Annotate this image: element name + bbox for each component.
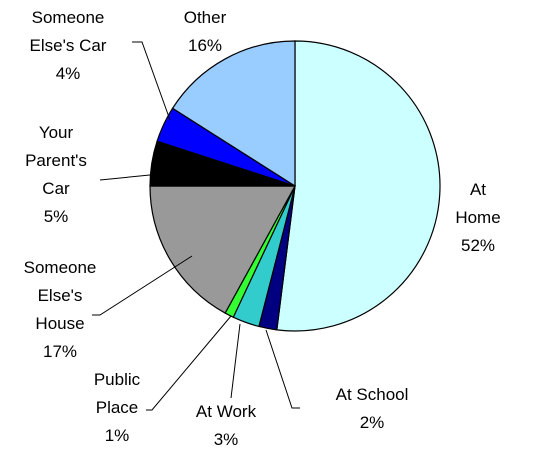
value-label: 4%: [55, 64, 81, 83]
slice-label: Someone Else's Car 4%: [30, 4, 107, 88]
category-label: At Home: [455, 180, 501, 227]
leader-line: [230, 323, 241, 399]
category-label: Someone Else's Car: [29, 8, 107, 55]
value-label: 52%: [460, 236, 496, 255]
value-label: 1%: [104, 426, 130, 445]
leader-line: [99, 173, 161, 181]
slice-label: Other 16%: [184, 4, 227, 60]
value-label: 16%: [187, 36, 223, 55]
value-label: 17%: [42, 342, 78, 361]
slice-label: At School 2%: [336, 381, 409, 437]
pie-slice: [171, 40, 296, 188]
value-label: 3%: [213, 430, 239, 449]
leader-line: [132, 41, 171, 121]
pie-slice: [149, 185, 297, 314]
leader-line: [265, 329, 300, 409]
slice-label: Your Parent's Car 5%: [25, 119, 87, 231]
pie-slice: [276, 40, 441, 332]
category-label: Other: [183, 8, 227, 27]
category-label: Your Parent's Car: [25, 123, 87, 198]
category-label: At Work: [195, 402, 257, 421]
category-label: Someone Else's House: [23, 258, 97, 333]
value-label: 5%: [43, 207, 69, 226]
slice-label: Someone Else's House 17%: [24, 254, 97, 366]
slice-label: Public Place 1%: [94, 366, 140, 450]
leader-line: [146, 315, 232, 411]
category-label: At School: [335, 385, 409, 404]
category-label: Public Place: [93, 370, 141, 417]
slice-label: At Work 3%: [196, 398, 256, 453]
slice-label: At Home 52%: [447, 176, 509, 260]
value-label: 2%: [359, 413, 385, 432]
leader-line: [92, 255, 193, 316]
